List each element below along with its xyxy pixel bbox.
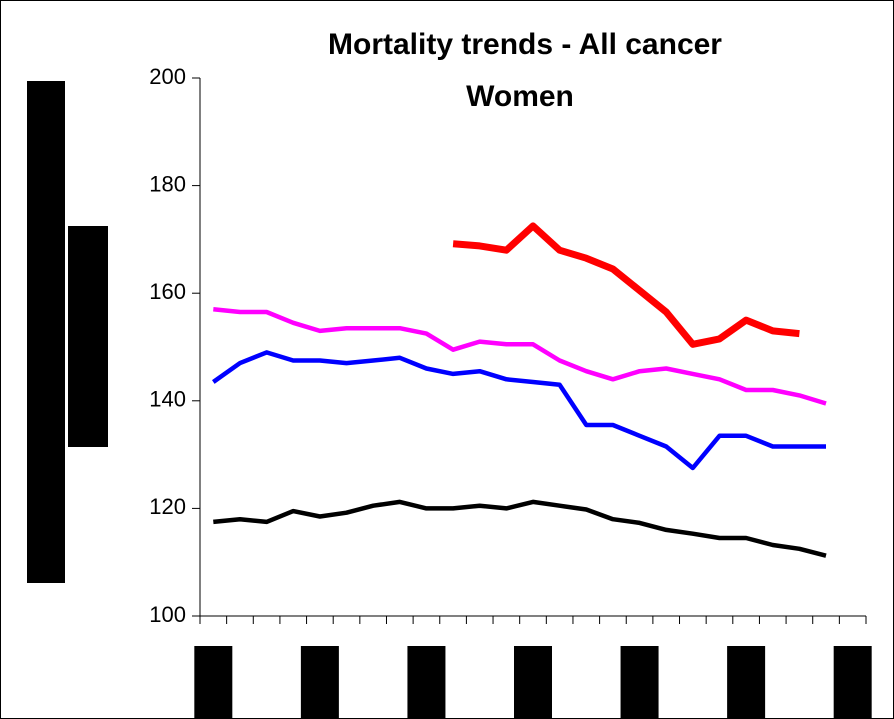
redacted-label <box>514 646 552 719</box>
redacted-label <box>407 646 446 719</box>
chart-title: Mortality trends - All cancer <box>328 28 722 61</box>
y-tick-label: 160 <box>149 279 186 304</box>
redacted-block <box>27 81 65 583</box>
y-tick-label: 180 <box>149 171 186 196</box>
y-tick-label: 200 <box>149 64 186 89</box>
redacted-block <box>68 226 108 447</box>
redacted-label <box>833 646 872 719</box>
series-line <box>213 307 827 406</box>
series-line <box>212 350 826 471</box>
y-tick-label: 100 <box>149 602 186 627</box>
y-tick-label: 140 <box>149 387 186 412</box>
redacted-label <box>727 646 766 719</box>
y-tick-label: 120 <box>149 494 186 519</box>
series-line <box>213 499 827 558</box>
redacted-label <box>194 646 233 719</box>
chart-subtitle: Women <box>466 80 574 113</box>
redacted-label <box>620 646 659 719</box>
series-line <box>452 222 800 348</box>
redacted-label <box>300 646 339 719</box>
